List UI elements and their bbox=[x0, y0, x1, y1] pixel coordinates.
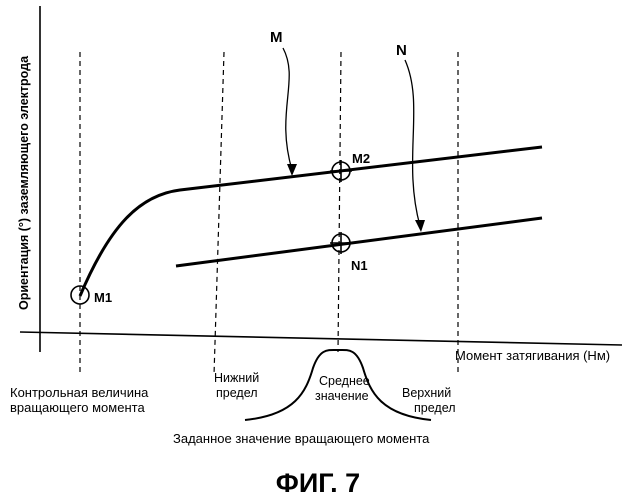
x-axis bbox=[20, 332, 622, 345]
mean-value-label-line1: Среднее bbox=[319, 374, 370, 388]
mean-value-label: Среднее значение bbox=[315, 374, 373, 403]
reference-torque-label-line1: Контрольная величина bbox=[10, 385, 149, 400]
mean-value-label-line2: значение bbox=[315, 389, 369, 403]
point-m2-marker bbox=[330, 160, 352, 182]
reference-torque-label-line2: вращающего момента bbox=[10, 400, 145, 415]
line-n-arrowhead bbox=[415, 220, 425, 232]
x-axis-label: Момент затягивания (Нм) bbox=[455, 348, 610, 363]
curve-m-pointer-arrow bbox=[283, 48, 292, 170]
distribution-label: Заданное значение вращающего момента bbox=[173, 431, 430, 446]
curve-m-arrowhead bbox=[287, 164, 297, 176]
point-m2-label: M2 bbox=[352, 151, 370, 166]
curve-m bbox=[80, 147, 542, 296]
reference-torque-label: Контрольная величина вращающего момента bbox=[10, 385, 152, 415]
point-n1-label: N1 bbox=[351, 258, 368, 273]
point-n1-marker bbox=[330, 232, 352, 254]
curve-m-letter: M bbox=[270, 29, 283, 46]
lower-limit-label-line2: предел bbox=[216, 386, 258, 400]
upper-limit-label-line1: Верхний bbox=[402, 386, 451, 400]
mean-value-dashed-line bbox=[338, 52, 341, 352]
lower-limit-dashed-line bbox=[214, 52, 224, 375]
lower-limit-label-line1: Нижний bbox=[214, 371, 259, 385]
lower-limit-label: Нижний предел bbox=[214, 371, 263, 400]
figure-caption: ФИГ. 7 bbox=[276, 468, 360, 498]
line-n-letter: N bbox=[396, 42, 407, 59]
line-n-pointer-arrow bbox=[405, 60, 420, 226]
point-m1-label: M1 bbox=[94, 290, 112, 305]
y-axis-label: Ориентация (°) заземляющего электрода bbox=[17, 55, 31, 310]
upper-limit-label-line2: предел bbox=[414, 401, 456, 415]
upper-limit-label: Верхний предел bbox=[402, 386, 456, 415]
